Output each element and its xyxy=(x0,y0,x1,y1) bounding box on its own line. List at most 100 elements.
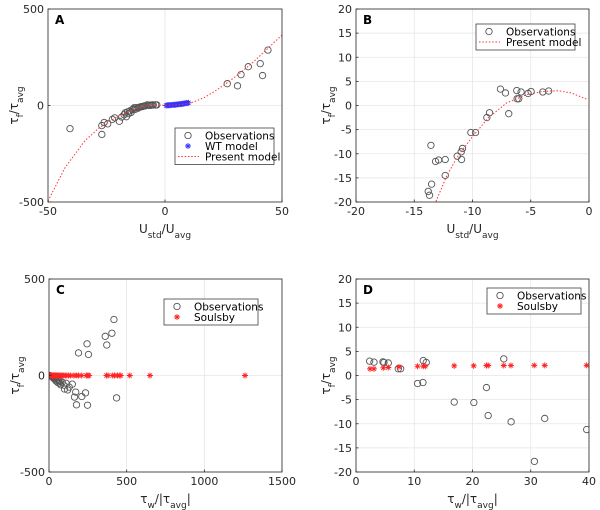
observation-point xyxy=(583,425,589,434)
axis-label-part: τ xyxy=(8,387,22,394)
y-tick-label: -500 xyxy=(19,196,44,209)
axis-label-part: /τ xyxy=(7,103,21,114)
legend-circle-icon xyxy=(173,302,181,311)
legend-label: Present model xyxy=(205,151,280,163)
panel-letter: D xyxy=(363,283,373,297)
observation-point xyxy=(471,128,480,137)
axis-label-part: f xyxy=(328,383,338,387)
axis-label-part: /U xyxy=(469,222,482,236)
observation-point xyxy=(425,191,434,199)
panel-b: -20 -15 -10 -5 0-20-15-10-505101520Ustd/Uavg… xyxy=(319,3,593,241)
x-tick-label: -50 xyxy=(39,205,57,218)
axis-label-part: avg xyxy=(17,356,27,373)
axis-label-part: w xyxy=(147,501,154,510)
axis-label-part: /|τ xyxy=(462,492,477,506)
axis-label-part: avg xyxy=(482,231,499,241)
y-tick-label: -5 xyxy=(341,124,352,137)
legend-label: Soulsby xyxy=(517,301,558,313)
x-tick-label: 0 xyxy=(353,475,360,488)
observation-point xyxy=(66,125,74,133)
y-tick-label: 5 xyxy=(345,75,352,88)
star-marker xyxy=(531,362,538,369)
observation-point xyxy=(380,358,388,367)
legend-label: Observations xyxy=(517,290,586,302)
observation-point xyxy=(482,383,491,392)
star-marker xyxy=(507,362,514,369)
observation-point xyxy=(530,457,539,466)
star-marker xyxy=(422,363,429,370)
observation-point xyxy=(63,386,72,394)
star-marker xyxy=(242,372,249,379)
observation-point xyxy=(115,117,124,125)
observation-point xyxy=(112,394,121,402)
axis-label-part: avg xyxy=(16,86,26,103)
star-marker xyxy=(78,372,85,379)
x-tick-label: -15 xyxy=(405,205,423,218)
x-tick-label: 0 xyxy=(586,205,593,218)
y-tick-label: 20 xyxy=(338,3,352,16)
observation-point xyxy=(233,82,242,90)
observation-point xyxy=(70,393,79,401)
observation-point xyxy=(81,389,90,397)
y-axis-label: τf/τavg xyxy=(319,356,338,394)
panel-c: 0 500 1000 1500-5000500τw/|τavg|τf/τavgCObs… xyxy=(8,273,296,510)
observation-point xyxy=(72,388,80,396)
axis-label-part: τ xyxy=(140,492,147,506)
observation-point xyxy=(108,115,117,124)
panel-letter: B xyxy=(363,13,372,27)
observation-point xyxy=(441,171,449,180)
star-marker xyxy=(174,314,180,320)
star-marker xyxy=(583,362,589,369)
star-marker xyxy=(395,363,402,370)
observation-point xyxy=(104,120,112,128)
axis-label-part: τ xyxy=(319,117,333,124)
y-tick-label: 0 xyxy=(345,100,352,113)
axis-label-part: avg xyxy=(477,501,494,510)
star-marker xyxy=(126,372,133,379)
y-tick-label: 500 xyxy=(23,3,44,16)
y-tick-label: -10 xyxy=(334,418,352,431)
y-tick-label: -10 xyxy=(334,148,352,161)
observation-point xyxy=(496,85,505,93)
y-tick-label: 5 xyxy=(345,345,352,358)
observation-point xyxy=(223,80,231,88)
model-curve xyxy=(435,90,589,202)
star-marker xyxy=(366,365,373,372)
observation-point xyxy=(118,113,126,121)
axis-label-part: /τ xyxy=(8,373,22,384)
star-marker xyxy=(380,364,387,371)
panel-a: -50 0 50-5000500Ustd/Uavgτf/τavgAObservati… xyxy=(7,3,289,241)
legend-label: Soulsby xyxy=(194,312,235,324)
star-marker xyxy=(500,362,507,369)
observation-point xyxy=(237,70,245,79)
axis-label-part: τ xyxy=(447,492,454,506)
observation-point xyxy=(427,180,436,188)
observation-point xyxy=(458,144,467,153)
x-tick-label: -5 xyxy=(525,205,536,218)
axis-label-part: f xyxy=(328,113,338,117)
axis-label-part: /τ xyxy=(319,103,333,114)
observation-point xyxy=(427,141,435,150)
star-marker xyxy=(117,372,124,379)
x-tick-label: -20 xyxy=(347,205,365,218)
observation-point xyxy=(545,87,553,95)
star-marker xyxy=(105,372,112,379)
observation-point xyxy=(101,332,109,340)
legend-label: WT model xyxy=(205,141,258,153)
y-axis-label: τf/τavg xyxy=(8,356,27,394)
legend-circle-icon xyxy=(184,131,192,140)
observation-point xyxy=(441,155,449,164)
y-axis-label: τf/τavg xyxy=(319,86,338,124)
axis-label-part: avg xyxy=(170,501,187,510)
axis-label-part: std xyxy=(455,231,469,241)
observation-point xyxy=(370,358,378,366)
observation-point xyxy=(541,414,549,423)
star-marker xyxy=(86,372,93,379)
observation-point xyxy=(244,63,252,71)
star-marker xyxy=(185,99,192,106)
star-marker xyxy=(385,364,392,371)
series-group xyxy=(48,34,282,202)
observation-point xyxy=(450,398,458,406)
y-tick-label: 10 xyxy=(338,321,352,334)
